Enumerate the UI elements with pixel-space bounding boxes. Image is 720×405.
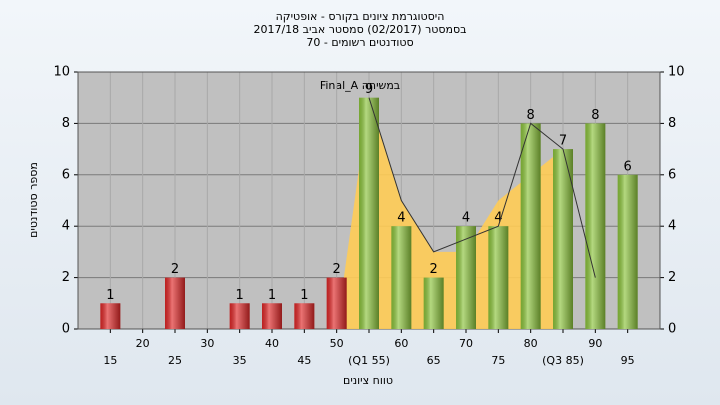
data-label: 1 <box>106 288 114 303</box>
line <box>368 97 596 278</box>
y-tick-label: 6 <box>62 167 70 182</box>
data-label: 8 <box>527 108 535 123</box>
data-label: 2 <box>333 262 341 277</box>
data-label: 7 <box>559 134 567 149</box>
y2-tick-label: 10 <box>668 65 685 80</box>
bar-shade <box>100 303 121 329</box>
y2-tick-label: 6 <box>668 167 676 182</box>
annotation: Final_A במשיחה <box>320 79 400 92</box>
bar-shade <box>294 303 315 329</box>
data-label: 4 <box>462 211 470 226</box>
bar-shade <box>359 97 379 329</box>
x-tick-label: (Q1 55) <box>348 354 390 367</box>
x-tick-label: 95 <box>621 354 635 367</box>
x-axis-label: טווח ציונים <box>343 374 393 387</box>
data-label: 9 <box>365 82 373 97</box>
x-tick-label: 50 <box>330 337 344 350</box>
x-tick-label: 75 <box>491 354 505 367</box>
x-tick-label: 20 <box>136 337 150 350</box>
x-tick-label: 40 <box>265 337 279 350</box>
x-tick-label: 65 <box>427 354 441 367</box>
x-tick-label: 60 <box>394 337 408 350</box>
y-tick-label: 10 <box>53 65 70 80</box>
bar-shade <box>391 226 412 329</box>
data-label: 2 <box>171 262 179 277</box>
x-tick-label: 90 <box>588 337 602 350</box>
data-label: 4 <box>397 211 405 226</box>
subtitle: סטודנטים רשומים - 70 <box>306 36 413 49</box>
y2-tick-label: 2 <box>668 270 676 285</box>
x-tick-label: 25 <box>168 354 182 367</box>
x-tick-label: (Q3 85) <box>542 354 584 367</box>
x-tick-label: 35 <box>233 354 247 367</box>
bar-shade <box>423 277 444 329</box>
data-label: 1 <box>268 288 276 303</box>
title: היסטוגרמת ציונים בקורס - אופטיקה <box>276 10 445 23</box>
y2-tick-label: 4 <box>668 219 676 234</box>
bar-shade <box>165 277 185 329</box>
y-tick-label: 2 <box>62 270 70 285</box>
x-tick-label: 15 <box>103 354 117 367</box>
data-label: 1 <box>300 288 308 303</box>
y2-tick-label: 0 <box>668 322 676 337</box>
bar-shade <box>520 123 541 330</box>
y-tick-label: 0 <box>62 322 70 337</box>
x-tick-label: 45 <box>297 354 311 367</box>
bar-shade <box>262 303 282 329</box>
bar-shade <box>617 174 638 329</box>
data-label: 8 <box>591 108 599 123</box>
bar-shade <box>585 123 606 330</box>
data-label: 1 <box>236 288 244 303</box>
bar-shade <box>326 277 347 329</box>
y-tick-label: 4 <box>62 219 70 234</box>
subtitle: בסמסטר (02/2017) סמסטר אביב 2017/18 <box>253 23 466 36</box>
x-tick-label: 30 <box>200 337 214 350</box>
bar-shade <box>229 303 250 329</box>
y-axis-label: מספר סטודנטים <box>27 162 40 238</box>
y-tick-label: 8 <box>62 116 70 131</box>
bar-shade <box>488 226 509 329</box>
x-tick-label: 80 <box>524 337 538 350</box>
y2-tick-label: 8 <box>668 116 676 131</box>
data-label: 6 <box>624 159 632 174</box>
data-label: 4 <box>494 211 502 226</box>
x-tick-label: 70 <box>459 337 473 350</box>
data-label: 2 <box>430 262 438 277</box>
bar-shade <box>456 226 476 329</box>
bar-shade <box>553 149 573 329</box>
